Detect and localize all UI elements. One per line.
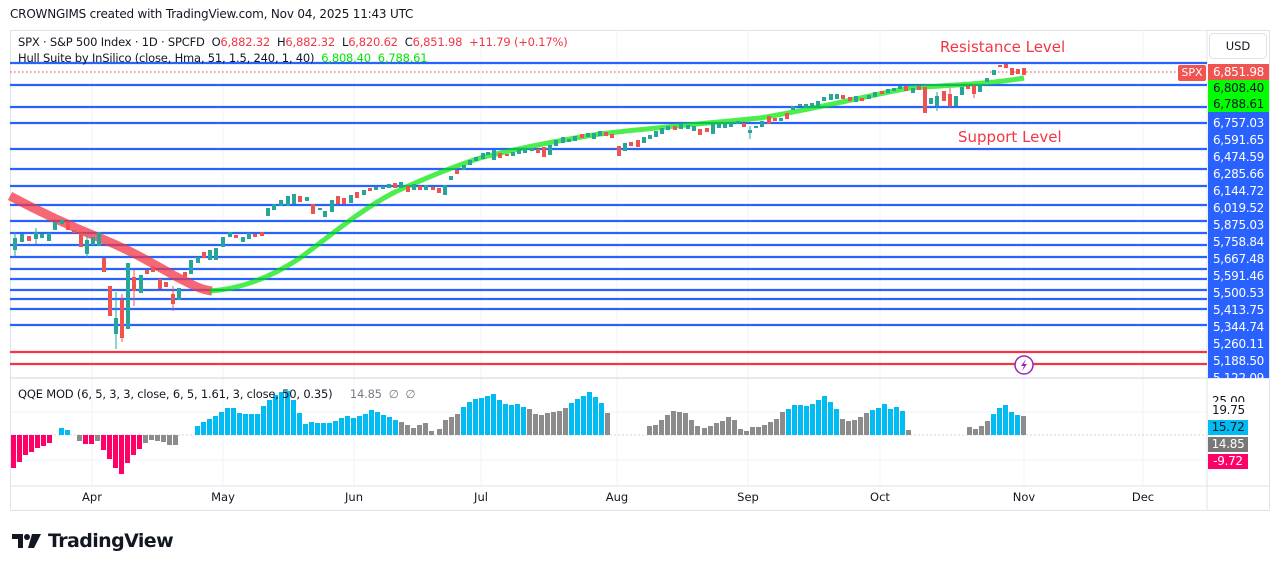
hull-value-1: 6,808.40	[321, 51, 371, 65]
low-value: 6,820.62	[348, 35, 398, 49]
candles	[13, 64, 1026, 349]
qqe-na-2: ∅	[405, 387, 416, 401]
hull-title: Hull Suite by InSilico (close, Hma, 51, …	[18, 51, 315, 65]
time-label: Jun	[345, 490, 363, 504]
hull-upper-tag: 6,808.40	[1208, 80, 1269, 96]
time-label: May	[211, 490, 235, 504]
qqe-histogram	[11, 391, 1026, 474]
hull-legend[interactable]: Hull Suite by InSilico (close, Hma, 51, …	[18, 51, 428, 65]
attribution-text: CROWNGIMS created with TradingView.com, …	[10, 7, 414, 21]
time-label: Oct	[870, 490, 890, 504]
resistance-support-lines	[10, 61, 1207, 327]
qqe-scale-19: 19.75	[1212, 403, 1245, 417]
hull-lower-tag: 6,788.61	[1208, 96, 1269, 112]
red-support-lines	[10, 350, 1207, 366]
symbol-legend[interactable]: SPX · S&P 500 Index · 1D · SPCFD O6,882.…	[18, 35, 568, 49]
currency-button[interactable]: USD	[1209, 33, 1267, 59]
tradingview-logo-icon	[12, 534, 41, 548]
qqe-tag-gray: 14.85	[1208, 437, 1248, 452]
time-label: Sep	[737, 490, 759, 504]
alert-lightning-icon	[1014, 355, 1034, 375]
qqe-tag-pink: -9.72	[1208, 454, 1248, 469]
qqe-na-1: ∅	[388, 387, 399, 401]
hull-band-red	[7, 192, 213, 296]
last-price-tag: 6,851.98	[1208, 64, 1269, 80]
open-value: 6,882.32	[220, 35, 271, 49]
time-label: Jul	[474, 490, 488, 504]
time-label: Aug	[605, 490, 629, 504]
close-value: 6,851.98	[412, 35, 463, 49]
resistance-annotation[interactable]: Resistance Level	[940, 38, 1066, 56]
qqe-scale-top: 25.00	[1212, 396, 1245, 402]
level-tags: 6,757.03 6,591.65 6,474.59 6,285.66 6,14…	[1208, 112, 1269, 378]
symbol-title: SPX · S&P 500 Index · 1D · SPCFD	[18, 35, 205, 49]
qqe-value: 14.85	[349, 387, 382, 401]
time-label: Apr	[82, 490, 102, 504]
tradingview-logo[interactable]: TradingView	[12, 530, 174, 552]
time-label: Dec	[1131, 490, 1155, 504]
symbol-flag: SPX	[1178, 65, 1206, 81]
brand-name: TradingView	[48, 530, 174, 552]
time-label: Nov	[1012, 490, 1036, 504]
qqe-title: QQE MOD (6, 5, 3, 3, close, 6, 5, 1.61, …	[18, 387, 333, 401]
hull-value-2: 6,788.61	[377, 51, 428, 65]
qqe-tag-blue: 15.72	[1208, 420, 1248, 435]
high-value: 6,882.32	[285, 35, 336, 49]
support-annotation[interactable]: Support Level	[958, 128, 1062, 146]
change-value: +11.79 (+0.17%)	[469, 35, 568, 49]
qqe-legend[interactable]: QQE MOD (6, 5, 3, 3, close, 6, 5, 1.61, …	[18, 387, 416, 401]
